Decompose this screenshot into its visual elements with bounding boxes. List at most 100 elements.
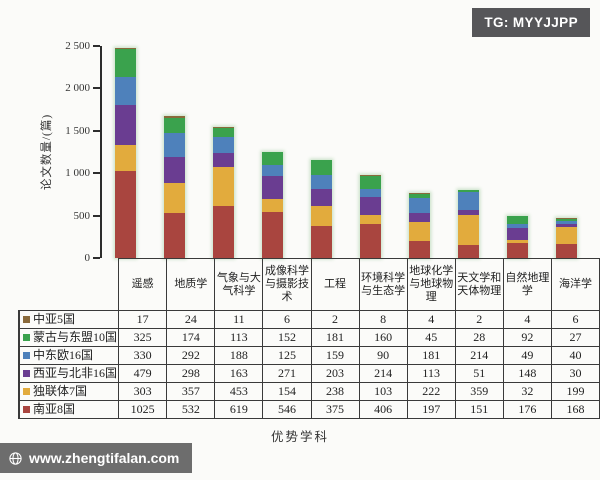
tg-badge: TG: MYYJJPP <box>472 8 590 37</box>
y-tick-label: 2 000 <box>65 82 90 95</box>
legend-item-label: 独联体7国 <box>33 384 88 398</box>
y-tick-mark <box>93 214 100 217</box>
bar-segment <box>360 214 381 224</box>
table-cell: 330 <box>118 346 168 365</box>
bar-segment <box>164 182 185 213</box>
bar-segment <box>213 126 234 128</box>
bar-segment <box>458 245 479 258</box>
table-cell: 152 <box>262 328 312 347</box>
table-cell: 292 <box>166 346 216 365</box>
bar-segment <box>262 151 283 153</box>
bar-segment <box>507 227 528 241</box>
table-cell: 359 <box>454 382 504 401</box>
bar-segment <box>115 171 136 258</box>
bar-segment <box>311 206 332 227</box>
bar-segment <box>164 117 185 133</box>
bar-segment <box>360 174 381 176</box>
table-cell: 125 <box>262 346 312 365</box>
legend-color-swatch <box>23 333 30 341</box>
bar-segment <box>115 49 136 77</box>
bar-segment <box>556 220 577 225</box>
bar-segment <box>409 212 430 223</box>
legend-item: 西亚与北非16国 <box>18 364 120 383</box>
bar-segment <box>311 160 332 176</box>
table-cell: 113 <box>214 328 264 347</box>
plot-area <box>100 46 592 258</box>
table-cell: 2 <box>310 310 360 329</box>
table-cell: 197 <box>406 400 456 419</box>
bar <box>360 174 381 258</box>
column-header: 气象与大气科学 <box>214 258 264 311</box>
y-tick-label: 1 000 <box>65 167 90 180</box>
table-cell: 546 <box>262 400 312 419</box>
bar <box>409 193 430 258</box>
table-cell: 325 <box>118 328 168 347</box>
y-tick-mark <box>93 129 100 132</box>
table-row: 蒙古与东盟10国 325 174 113 152 181 160 45 28 92 27 <box>18 328 600 347</box>
table-row: 西亚与北非16国 479 298 163 271 203 214 113 51 148 30 <box>18 364 600 383</box>
bar-segment <box>360 223 381 258</box>
globe-icon <box>8 451 23 466</box>
legend-item: 中东欧16国 <box>18 346 120 365</box>
legend-header-spacer <box>19 259 119 311</box>
table-cell: 176 <box>502 400 552 419</box>
table-cell: 1025 <box>118 400 168 419</box>
bar-segment <box>262 198 283 212</box>
column-header: 环境科学与生态学 <box>358 258 408 311</box>
legend-item-label: 蒙古与东盟10国 <box>33 330 118 344</box>
bar-segment <box>213 137 234 154</box>
column-header: 地球化学与地球物理 <box>406 258 456 311</box>
table-row: 独联体7国 303 357 453 154 238 103 222 359 32 199 <box>18 382 600 401</box>
table-cell: 2 <box>454 310 504 329</box>
bar-segment <box>311 188 332 207</box>
table-cell: 199 <box>550 382 600 401</box>
table-cell: 271 <box>262 364 312 383</box>
table-cell: 11 <box>214 310 264 329</box>
data-table: 遥感 地质学 气象与大气科学 成像科学与摄影技术 工程 环境科学与生态学 地球化学与地球物理… <box>18 258 600 419</box>
table-cell: 222 <box>406 382 456 401</box>
legend-item: 南亚8国 <box>18 400 120 419</box>
bar-segment <box>360 189 381 197</box>
bar-segment <box>262 211 283 258</box>
y-tick-label: 0 <box>84 252 91 264</box>
bar-segment <box>164 115 185 118</box>
bar-segment <box>115 145 136 172</box>
bar-segment <box>115 104 136 146</box>
bar-segment <box>115 76 136 105</box>
bar-segment <box>507 215 528 224</box>
bar <box>115 47 136 258</box>
table-cell: 188 <box>214 346 264 365</box>
bar-segment <box>507 243 528 258</box>
column-header: 地质学 <box>166 258 216 311</box>
table-cell: 6 <box>262 310 312 329</box>
bar-segment <box>556 224 577 227</box>
table-cell: 30 <box>550 364 600 383</box>
column-header: 成像科学与摄影技术 <box>262 258 312 311</box>
column-header: 海洋学 <box>550 258 600 311</box>
data-table-grid: 遥感 地质学 气象与大气科学 成像科学与摄影技术 工程 环境科学与生态学 地球化学与地球物理… <box>18 258 600 419</box>
table-cell: 214 <box>454 346 504 365</box>
table-row: 中东欧16国 330 292 188 125 159 90 181 214 49 40 <box>18 346 600 365</box>
bar-segment <box>458 214 479 246</box>
table-cell: 619 <box>214 400 264 419</box>
bar-segment <box>262 152 283 166</box>
legend-color-swatch <box>23 405 30 413</box>
column-header: 遥感 <box>118 258 168 311</box>
table-cell: 17 <box>118 310 168 329</box>
table-cell: 453 <box>214 382 264 401</box>
y-tick-mark <box>93 87 100 90</box>
y-tick-mark <box>93 45 100 47</box>
table-header-row: 遥感 地质学 气象与大气科学 成像科学与摄影技术 工程 环境科学与生态学 地球化学与地球物理… <box>19 258 600 311</box>
bar-segment <box>164 157 185 183</box>
table-cell: 49 <box>502 346 552 365</box>
table-cell: 151 <box>454 400 504 419</box>
table-cell: 51 <box>454 364 504 383</box>
table-cell: 181 <box>406 346 456 365</box>
bar-segment <box>458 210 479 215</box>
table-cell: 532 <box>166 400 216 419</box>
legend-color-swatch <box>23 387 30 395</box>
table-cell: 32 <box>502 382 552 401</box>
bar <box>213 126 234 258</box>
bar-segment <box>507 240 528 244</box>
bar-segment <box>556 226 577 244</box>
